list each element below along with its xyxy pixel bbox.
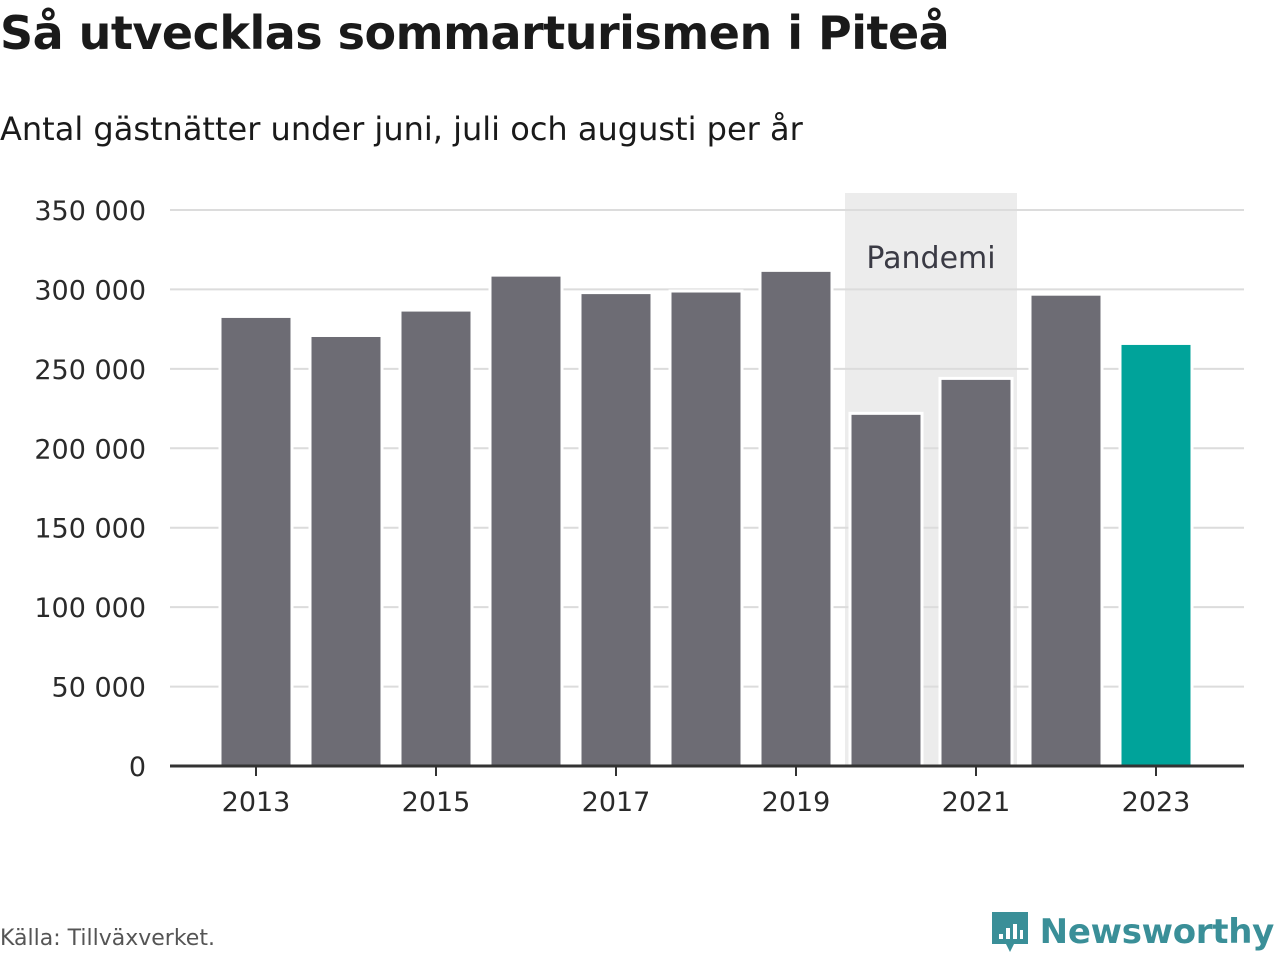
newsworthy-logo-icon (991, 912, 1028, 952)
x-tick-label: 2021 (942, 787, 1011, 818)
axes (170, 764, 1244, 776)
bar-2023 (1118, 341, 1194, 768)
x-tick-label: 2017 (582, 787, 651, 818)
bar-2020 (848, 411, 924, 768)
bars (218, 268, 1194, 768)
bar-2016 (488, 273, 564, 768)
source-note: Källa: Tillväxverket. (0, 926, 215, 951)
x-tick-label: 2015 (402, 787, 471, 818)
x-tick-label: 2023 (1122, 787, 1191, 818)
y-tick-label: 50 000 (52, 673, 146, 704)
bar-chart: Pandemi 0 50 000 100 000 150 000 200 000 250 0… (34, 193, 1244, 818)
y-tick-label: 300 000 (34, 275, 146, 306)
y-tick-label: 350 000 (34, 196, 146, 227)
bar-2014 (308, 333, 384, 768)
chart-subtitle: Antal gästnätter under juni, juli och au… (0, 110, 803, 148)
labels: Pandemi 0 50 000 100 000 150 000 200 000 250 0… (34, 196, 1190, 818)
bar-2021 (938, 376, 1014, 768)
pandemic-label: Pandemi (866, 241, 995, 276)
bar-2013 (218, 314, 294, 768)
bar-2018 (668, 289, 744, 768)
newsworthy-logo: Newsworthy (990, 910, 1274, 954)
chart-title: Så utvecklas sommarturismen i Piteå (0, 6, 950, 60)
y-tick-label: 100 000 (34, 593, 146, 624)
y-tick-label: 0 (129, 752, 146, 783)
y-tick-label: 150 000 (34, 514, 146, 545)
bar-2015 (398, 308, 474, 768)
bar-2019 (758, 268, 834, 768)
bar-2017 (578, 291, 654, 768)
y-tick-label: 250 000 (34, 355, 146, 386)
x-tick-label: 2013 (222, 787, 291, 818)
brand-name: Newsworthy (1039, 912, 1275, 952)
x-tick-label: 2019 (762, 787, 831, 818)
y-tick-label: 200 000 (34, 434, 146, 465)
bar-2022 (1028, 292, 1104, 768)
